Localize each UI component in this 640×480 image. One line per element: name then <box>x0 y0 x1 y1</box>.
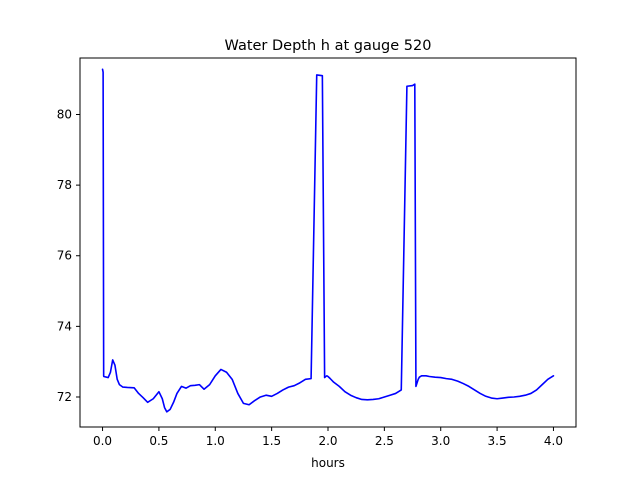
y-tick-label: 72 <box>57 390 72 404</box>
x-tick-label: 0.0 <box>93 434 112 448</box>
y-tick-label: 80 <box>57 107 72 121</box>
x-axis-ticks: 0.0 0.5 1.0 1.5 2.0 2.5 3.0 3.5 4.0 <box>93 427 563 448</box>
x-tick-label: 1.0 <box>206 434 225 448</box>
x-tick-label: 4.0 <box>544 434 563 448</box>
x-tick-label: 1.5 <box>262 434 281 448</box>
x-tick-label: 0.5 <box>149 434 168 448</box>
y-tick-label: 78 <box>57 178 72 192</box>
x-tick-label: 2.0 <box>318 434 337 448</box>
x-tick-label: 2.5 <box>375 434 394 448</box>
chart-title: Water Depth h at gauge 520 <box>225 38 432 54</box>
y-tick-label: 74 <box>57 319 72 333</box>
y-tick-label: 76 <box>57 249 72 263</box>
x-axis-label: hours <box>311 456 345 470</box>
x-tick-label: 3.5 <box>488 434 507 448</box>
y-axis-ticks: 72 74 76 78 80 <box>57 107 80 404</box>
x-tick-label: 3.0 <box>431 434 450 448</box>
series-line-0 <box>101 68 555 413</box>
